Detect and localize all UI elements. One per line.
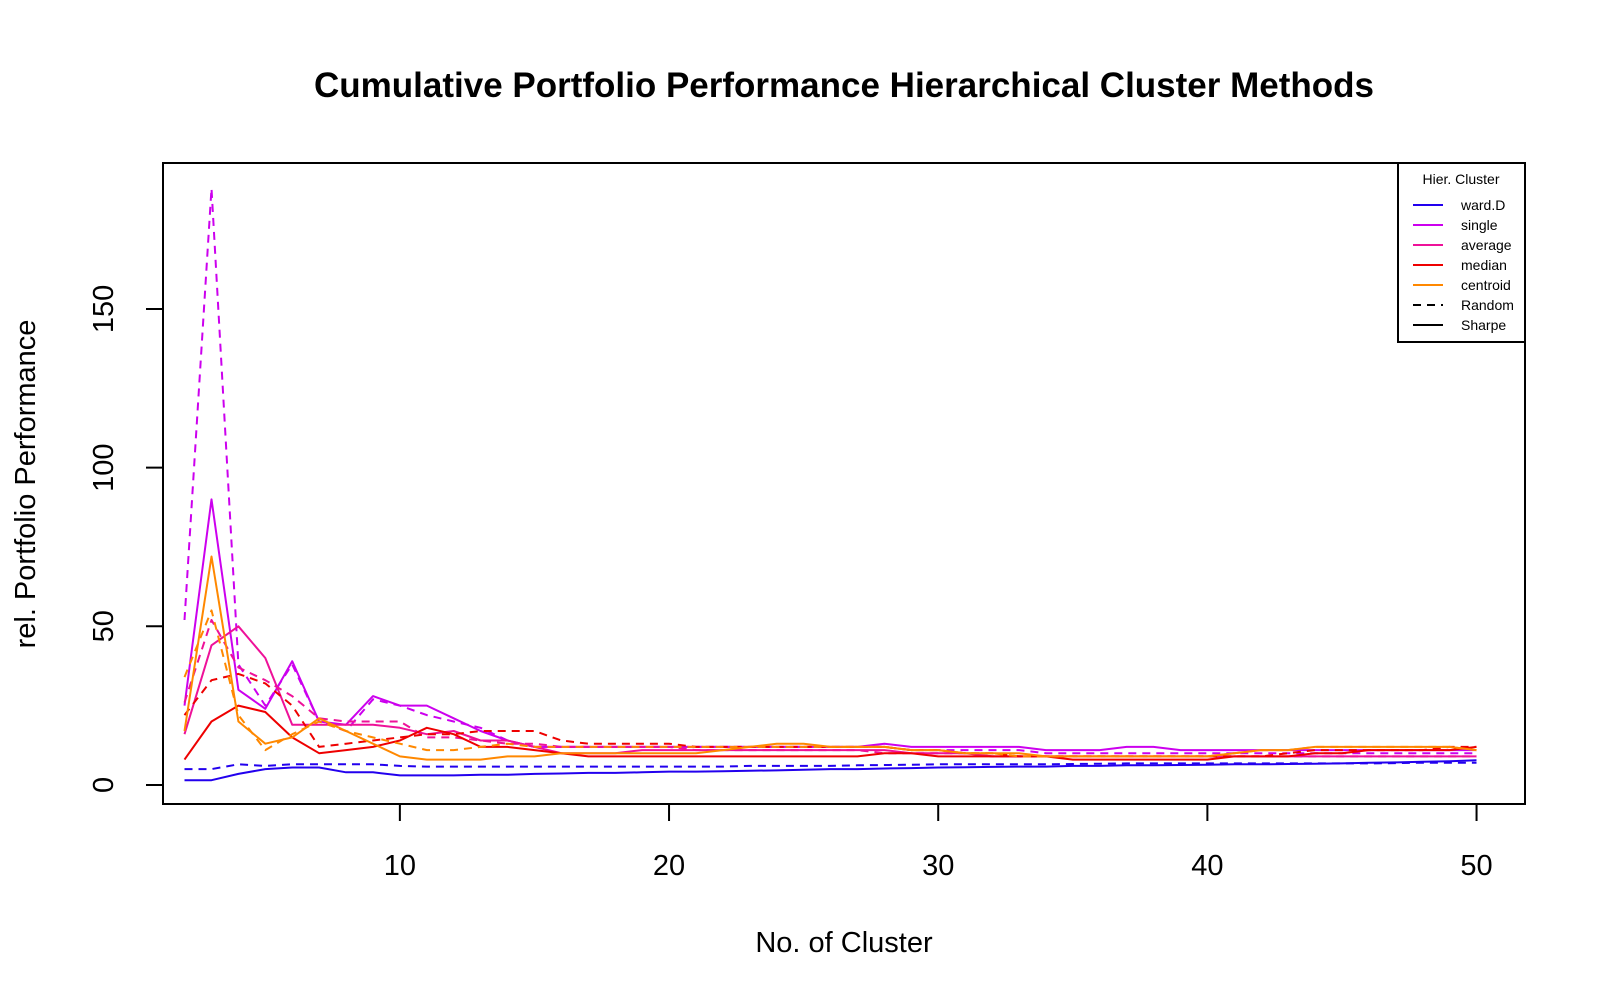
legend-label: average [1461, 237, 1512, 253]
series-line-median-sharpe [183, 704, 1477, 761]
y-axis-label: rel. Portfolio Performance [10, 320, 42, 649]
plot-frame [162, 162, 1526, 805]
x-tick-label: 50 [1460, 850, 1492, 882]
series-line-single-sharpe [183, 498, 1477, 752]
chart-title: Cumulative Portfolio Performance Hierarc… [314, 66, 1374, 105]
series-line-median-random [183, 672, 1477, 758]
legend-label: median [1461, 257, 1507, 273]
y-tick-label: 50 [88, 610, 120, 642]
y-tick-label: 150 [88, 285, 120, 333]
series-line-average-random [183, 619, 1477, 758]
series-line-wardD-random [184, 761, 1477, 771]
y-tick-label: 100 [88, 443, 120, 491]
series-line-wardD-sharpe [184, 759, 1477, 782]
x-tick-label: 10 [384, 850, 416, 882]
legend-label: ward.D [1460, 197, 1505, 213]
x-tick-label: 30 [922, 850, 954, 882]
legend-title: Hier. Cluster [1422, 171, 1499, 187]
series-line-centroid-random [183, 609, 1477, 758]
legend: Hier. Cluster ward.D single average median c… [1397, 162, 1526, 343]
legend-label: single [1461, 217, 1498, 233]
legend-label: centroid [1461, 277, 1511, 293]
series-layer [183, 187, 1477, 782]
x-tick-label: 40 [1191, 850, 1223, 882]
y-axis: 0 50 100 150 [88, 285, 164, 793]
legend-label: Random [1461, 297, 1514, 313]
legend-box [1397, 162, 1526, 343]
series-line-average-sharpe [183, 625, 1477, 758]
y-tick-label: 0 [88, 777, 120, 793]
series-line-single-random [183, 187, 1477, 755]
x-axis: 10 20 30 40 50 [384, 803, 1493, 882]
legend-label: Sharpe [1461, 317, 1506, 333]
legend-entries: ward.D single average median centroid Random S… [1413, 197, 1514, 333]
x-tick-label: 20 [653, 850, 685, 882]
series-line-centroid-sharpe [183, 555, 1477, 761]
x-axis-label: No. of Cluster [755, 927, 933, 959]
